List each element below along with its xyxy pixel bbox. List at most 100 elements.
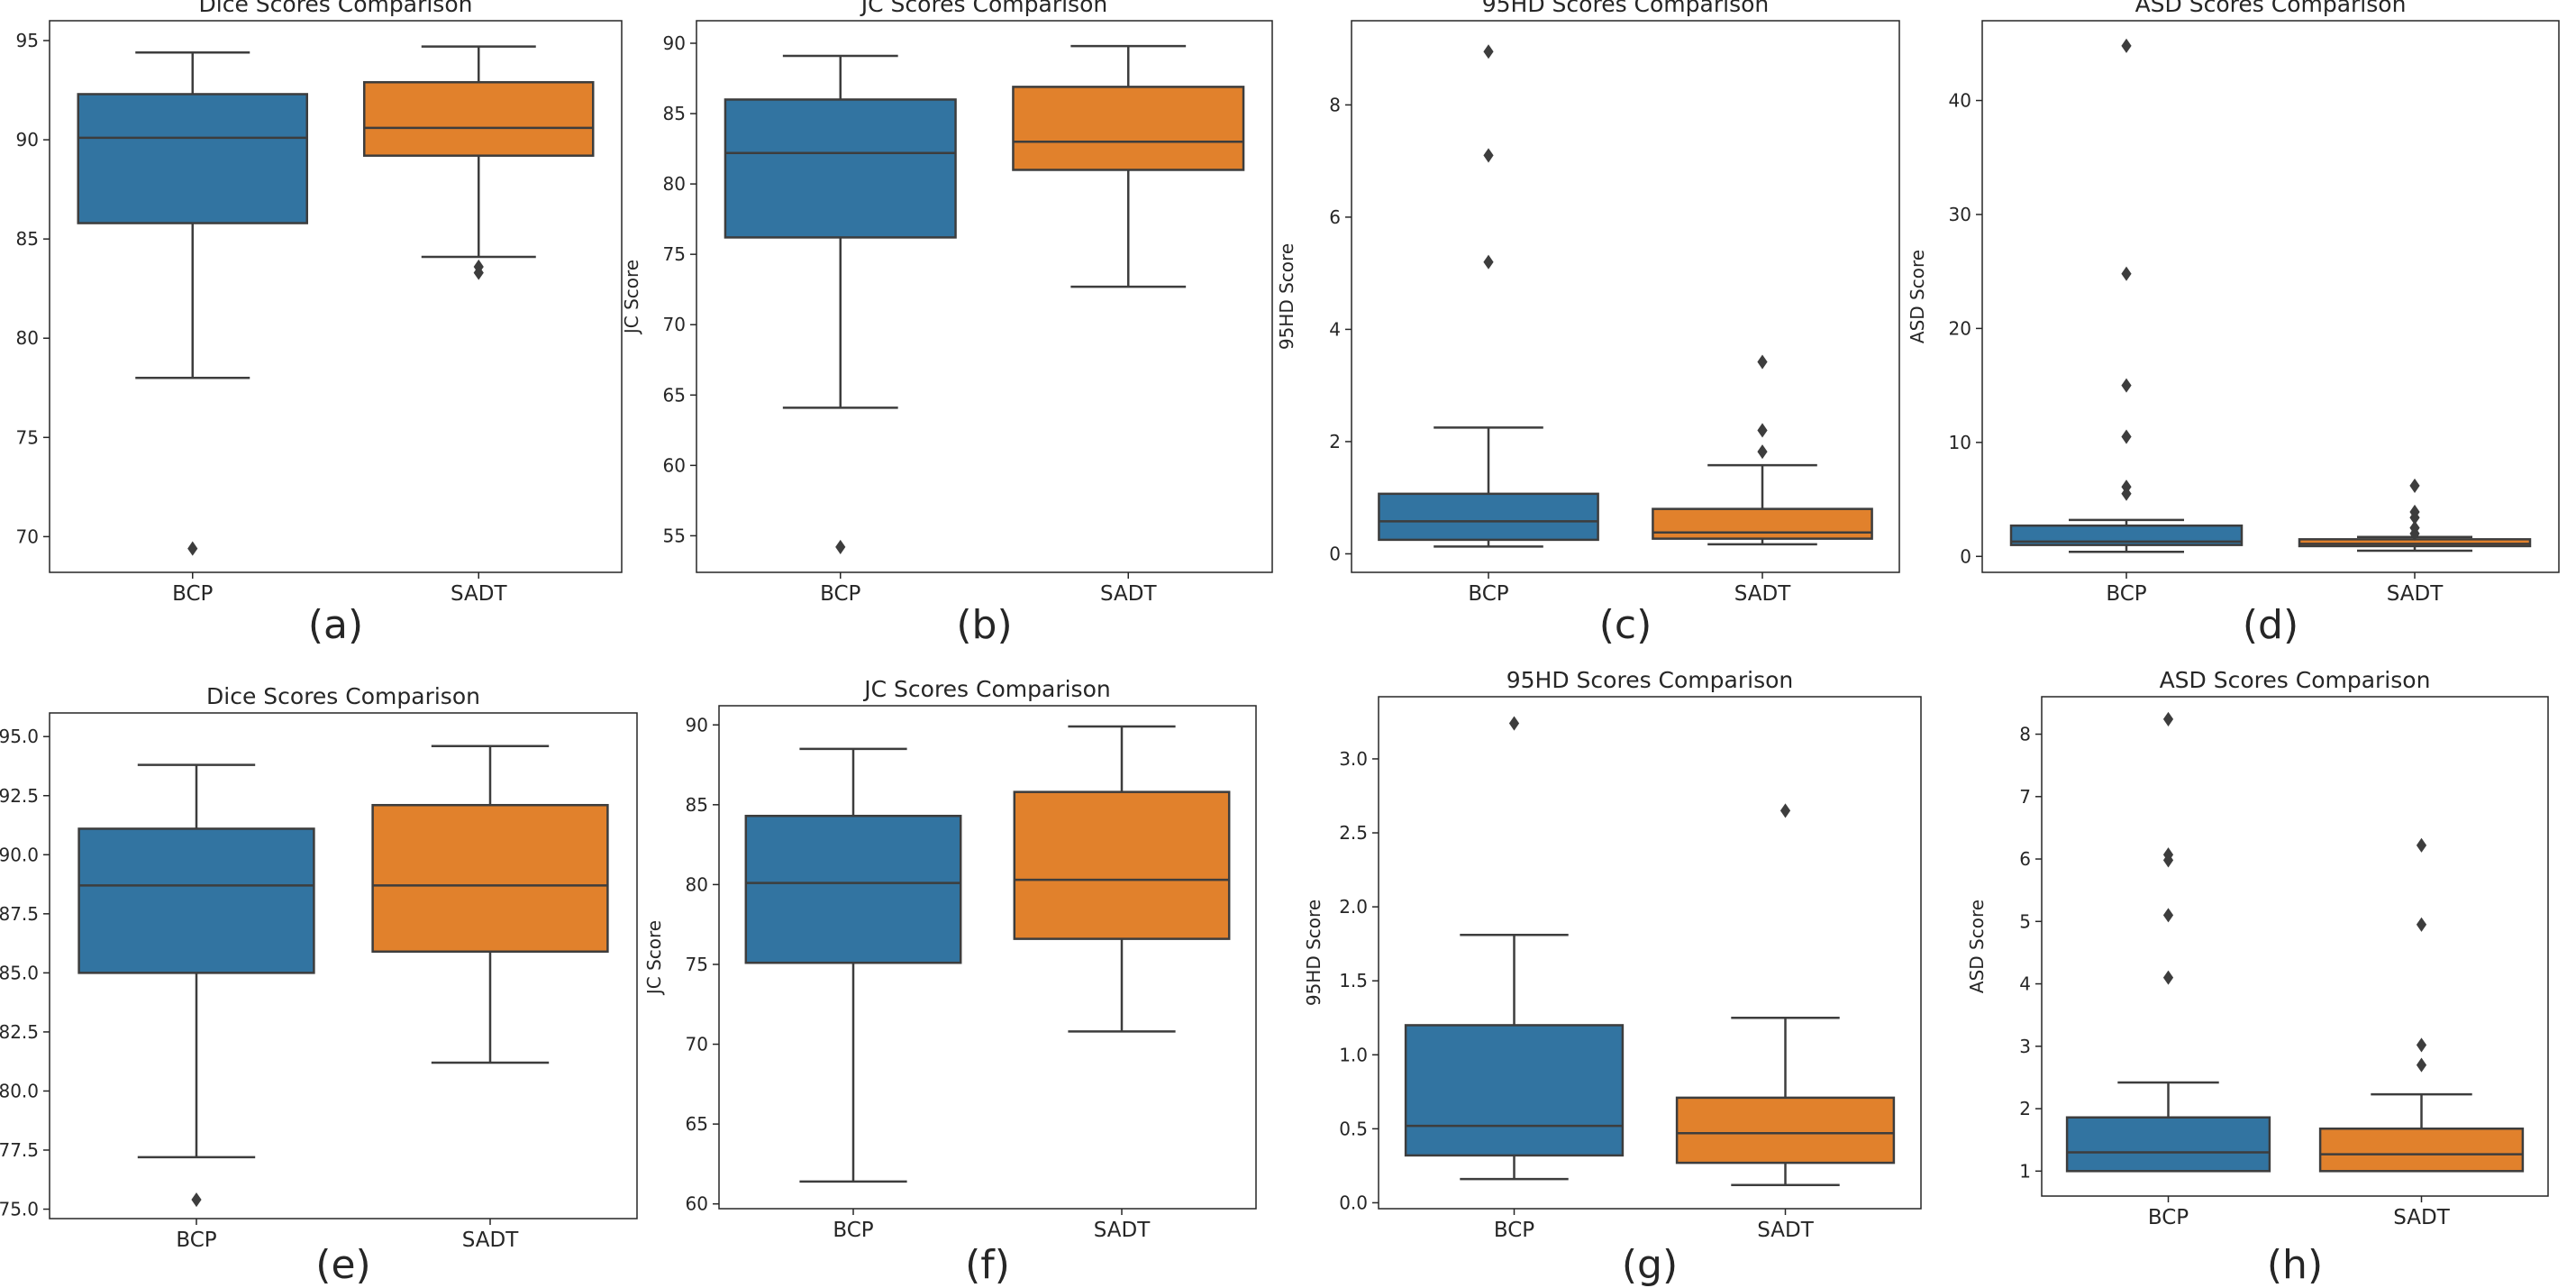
iqr-box [1013, 790, 1231, 940]
y-tick-label: 4 [1329, 318, 1341, 340]
panel-label: (f) [965, 1242, 1010, 1288]
plot-frame [1981, 20, 2560, 573]
x-tick-label: SADT [1757, 1219, 1814, 1242]
y-tick-label: 70 [686, 1034, 708, 1055]
y-tick-label: 0 [1960, 545, 1971, 567]
y-tick-label: 1.0 [1339, 1044, 1368, 1065]
box-sadt [1012, 44, 1245, 288]
y-tick-label: 77.5 [0, 1139, 39, 1161]
y-tick-label: 80.0 [0, 1080, 39, 1101]
panel-label: (e) [315, 1242, 370, 1288]
y-tick-label: 6 [2019, 848, 2031, 870]
y-tick-label: 82.5 [0, 1021, 39, 1043]
y-tick-label: 60 [663, 454, 686, 476]
y-tick-label: 0 [1329, 543, 1341, 564]
outlier-marker [2162, 711, 2174, 726]
iqr-box [77, 93, 308, 224]
outlier-marker [2121, 378, 2132, 393]
box-sadt [1675, 803, 1896, 1186]
x-tick-label: SADT [1100, 582, 1157, 606]
y-tick-label: 8 [1329, 94, 1341, 115]
outlier-marker [1483, 44, 1494, 59]
y-tick-label: 65 [686, 1113, 708, 1135]
chart-title: 95HD Scores Comparison [1482, 0, 1769, 17]
iqr-box [1652, 507, 1873, 540]
box-bcp [2065, 711, 2271, 1173]
box-bcp [1404, 716, 1625, 1181]
plot-frame [1351, 20, 1900, 573]
chart-panel-5: Dice Scores Comparison 75.0 77.5 80.0 82.5 85… [0, 683, 638, 1288]
outlier-marker [2416, 1057, 2427, 1073]
plot-frame [718, 705, 1257, 1210]
chart-title: Dice Scores Comparison [206, 683, 480, 709]
outlier-marker [2162, 970, 2174, 985]
outlier-marker [2121, 266, 2132, 281]
y-tick-label: 60 [686, 1193, 708, 1215]
outlier-marker [1780, 803, 1791, 818]
x-tick-label: BCP [1468, 582, 1508, 606]
outlier-marker [2162, 853, 2174, 868]
box-bcp [724, 54, 957, 554]
chart-title: JC Scores Comparison [862, 676, 1110, 702]
y-axis-label: JC Score [643, 920, 665, 996]
outlier-marker [1483, 148, 1494, 163]
y-tick-label: 90 [686, 714, 708, 735]
y-tick-label: 70 [16, 525, 39, 547]
outlier-marker [1757, 423, 1768, 438]
x-tick-label: BCP [820, 582, 860, 606]
outlier-marker [1483, 254, 1494, 269]
chart-title: JC Scores Comparison [860, 0, 1107, 17]
chart-panel-6: JC Scores Comparison 60 65 70 75 80 85 90 JC Sco… [643, 676, 1257, 1288]
outlier-marker [2416, 837, 2427, 853]
x-tick-label: BCP [2148, 1206, 2189, 1229]
iqr-box [724, 98, 957, 239]
outlier-marker [473, 265, 484, 280]
outlier-marker [2162, 908, 2174, 923]
plot-frame [49, 712, 638, 1219]
y-tick-label: 8 [2019, 724, 2031, 745]
box-bcp [1378, 44, 1599, 548]
y-tick-label: 20 [1949, 317, 1971, 339]
iqr-box [2065, 1116, 2271, 1173]
iqr-box [744, 814, 962, 964]
x-tick-label: SADT [1734, 582, 1791, 606]
y-tick-label: 2.5 [1339, 822, 1368, 844]
box-sadt [1652, 354, 1873, 546]
y-tick-label: 3.0 [1339, 748, 1368, 770]
y-tick-label: 6 [1329, 206, 1341, 228]
y-tick-label: 85 [686, 794, 708, 816]
outlier-marker [1757, 354, 1768, 370]
box-sadt [371, 744, 609, 1064]
y-tick-label: 7 [2019, 786, 2031, 808]
y-tick-label: 75 [663, 243, 686, 265]
y-tick-label: 1.5 [1339, 970, 1368, 991]
outlier-marker [2416, 1037, 2427, 1053]
y-tick-label: 2.0 [1339, 896, 1368, 918]
x-tick-label: BCP [2106, 582, 2146, 606]
y-tick-label: 3 [2019, 1036, 2031, 1057]
outlier-marker [2409, 478, 2420, 493]
iqr-box [363, 80, 595, 157]
outlier-marker [2121, 486, 2132, 501]
outlier-marker [191, 1192, 202, 1208]
y-tick-label: 95 [16, 30, 39, 51]
outlier-marker [1508, 716, 1520, 731]
outlier-marker [2416, 917, 2427, 932]
y-axis-label: 95HD Score [1303, 900, 1324, 1006]
chart-title: ASD Scores Comparison [2135, 0, 2407, 17]
iqr-box [1378, 492, 1599, 542]
y-tick-label: 90.0 [0, 844, 39, 865]
y-tick-label: 4 [2019, 973, 2031, 995]
y-axis-label: JC Score [621, 260, 642, 335]
y-tick-label: 0.0 [1339, 1192, 1368, 1213]
iqr-box [2009, 524, 2244, 546]
y-tick-label: 1 [2019, 1160, 2031, 1182]
panel-label: (d) [2243, 602, 2298, 648]
box-bcp [77, 763, 315, 1208]
panel-label: (g) [1622, 1242, 1678, 1288]
chart-panel-1: Dice Scores Comparison707580859095Dice S… [16, 0, 623, 648]
outlier-marker [2409, 510, 2420, 525]
iqr-box [2318, 1127, 2525, 1173]
y-axis-label: 95HD Score [1276, 243, 1297, 350]
